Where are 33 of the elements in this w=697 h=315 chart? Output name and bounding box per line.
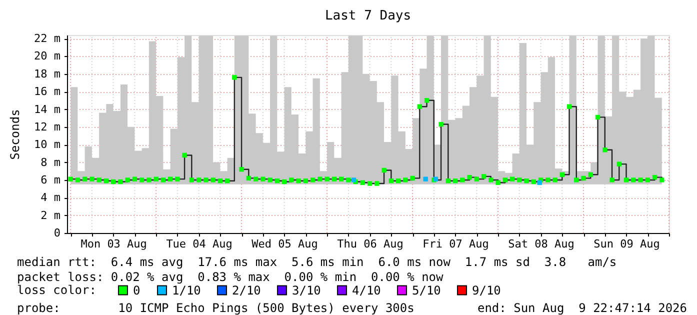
y-tick-label: 12 m xyxy=(34,120,61,134)
y-tick-label: 18 m xyxy=(34,67,61,80)
y-tick-label: 20 m xyxy=(34,50,61,63)
legend-label: 1/10 xyxy=(172,283,201,298)
legend-label: 2/10 xyxy=(232,283,261,298)
y-axis-title: Seconds xyxy=(8,109,22,160)
y-tick-label: 16 m xyxy=(34,85,61,98)
y-tick-label: 22 m xyxy=(34,32,61,46)
y-tick-label: 0 xyxy=(54,226,60,240)
x-tick-label: Sat 08 Aug xyxy=(508,238,574,250)
legend-label: 0 xyxy=(133,283,140,298)
text: packet loss: 0.02 % avg 0.83 % max 0.00 % min 0.00 % now xyxy=(17,270,444,284)
x-tick-label: Sun 09 Aug xyxy=(594,238,660,250)
x-tick-label: Mon 03 Aug xyxy=(80,238,147,250)
legend-label: 5/10 xyxy=(412,283,441,298)
legend-label: 3/10 xyxy=(292,283,321,298)
x-tick-label: Fri 07 Aug xyxy=(422,238,489,250)
y-tick-label: 4 m xyxy=(40,191,61,204)
legend-title: loss color: xyxy=(17,283,96,297)
text: end: Sun Aug 9 22:47:14 2026 xyxy=(477,301,687,315)
y-tick-label: 10 m xyxy=(34,138,61,152)
chart-title: Last 7 Days xyxy=(324,8,412,24)
legend-label: 9/10 xyxy=(472,283,501,298)
y-tick-label: 6 m xyxy=(40,173,61,186)
text: median rtt: 6.4 ms avg 17.6 ms max 5.6 ms min 6.0 ms now 1.7 ms sd 3.8 am/s xyxy=(17,255,617,269)
x-tick-label: Tue 04 Aug xyxy=(166,238,232,250)
y-tick-label: 2 m xyxy=(40,208,61,222)
text: probe: 10 ICMP Echo Pings (500 Bytes) every 300s xyxy=(17,301,414,315)
x-tick-label: Wed 05 Aug xyxy=(252,238,318,250)
y-tick-label: 14 m xyxy=(34,102,61,116)
y-tick-label: 8 m xyxy=(40,156,61,169)
legend-label: 4/10 xyxy=(352,283,381,298)
x-tick-label: Thu 06 Aug xyxy=(337,238,404,250)
